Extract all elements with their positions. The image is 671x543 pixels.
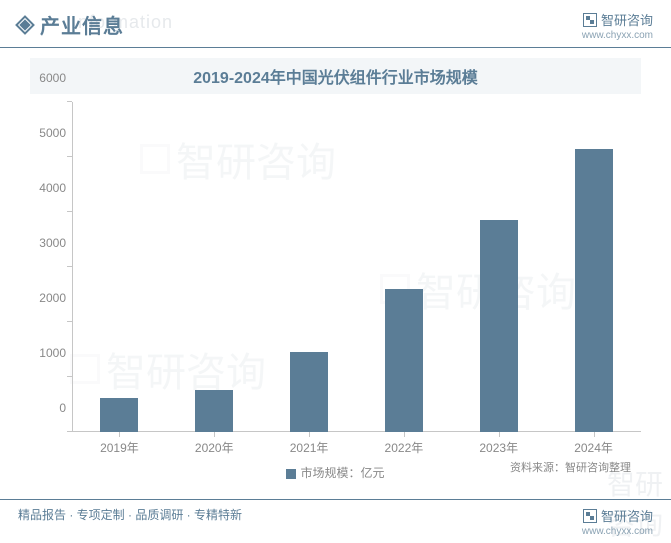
y-tick-mark: [67, 101, 72, 102]
footer-left: 精品报告 · 专项定制 · 品质调研 · 专精特新: [18, 506, 242, 537]
x-tick-mark: [499, 432, 500, 437]
y-tick-mark: [67, 266, 72, 267]
bar: [385, 289, 423, 432]
y-axis: 0100020003000400050006000: [30, 102, 72, 432]
diamond-icon: [15, 15, 35, 35]
x-tick-mark: [404, 432, 405, 437]
y-tick-label: 2000: [39, 291, 66, 305]
brand-icon: [583, 509, 597, 523]
brand-url: www.chyxx.com: [582, 30, 653, 41]
header-right: 智研咨询 www.chyxx.com: [582, 10, 653, 41]
chart: 2019-2024年中国光伏组件行业市场规模 0 1000 2000 3000 4000…: [0, 58, 671, 481]
plot-area: 0100020003000400050006000 2019年2020年2021…: [30, 102, 641, 462]
source-note: 资料来源：智研咨询整理: [0, 459, 653, 475]
x-tick-label: 2020年: [167, 439, 262, 456]
bar: [195, 390, 233, 432]
chart-title: 2019-2024年中国光伏组件行业市场规模: [30, 58, 641, 94]
x-tick-label: 2024年: [546, 439, 641, 456]
y-tick-mark: [67, 211, 72, 212]
y-tick-label: 3000: [39, 236, 66, 250]
bar-slot: [546, 102, 641, 432]
y-tick-label: 4000: [39, 181, 66, 195]
footer: 精品报告 · 专项定制 · 品质调研 · 专精特新 智研咨询 智研咨询 www.…: [0, 499, 671, 537]
bar-slot: [167, 102, 262, 432]
brand-name: 智研咨询: [601, 10, 653, 29]
x-tick-label: 2021年: [262, 439, 357, 456]
x-tick-label: 2022年: [356, 439, 451, 456]
y-tick-mark: [67, 156, 72, 157]
header-title: 产业信息 nformation: [40, 10, 124, 39]
footer-brand-name: 智研咨询: [601, 506, 653, 525]
x-tick-label: 2023年: [451, 439, 546, 456]
bar: [290, 352, 328, 432]
bar: [575, 149, 613, 432]
y-tick-mark: [67, 376, 72, 377]
bar-slot: [72, 102, 167, 432]
bar-slot: [356, 102, 451, 432]
brand: 智研咨询: [582, 10, 653, 29]
y-tick-label: 6000: [39, 71, 66, 85]
bar: [480, 220, 518, 432]
header-title-text: 产业信息: [40, 16, 124, 38]
footer-brand-url: www.chyxx.com: [582, 526, 653, 537]
y-tick-label: 1000: [39, 346, 66, 360]
x-labels: 2019年2020年2021年2022年2023年2024年: [72, 439, 641, 456]
y-tick-mark: [67, 431, 72, 432]
x-tick-mark: [309, 432, 310, 437]
bar-slot: [262, 102, 357, 432]
header: 产业信息 nformation 智研咨询 www.chyxx.com: [0, 0, 671, 48]
x-tick-mark: [594, 432, 595, 437]
brand-icon: [583, 13, 597, 27]
y-tick-mark: [67, 321, 72, 322]
x-tick-mark: [214, 432, 215, 437]
bar-slot: [451, 102, 546, 432]
y-tick-label: 0: [59, 401, 66, 415]
footer-brand: 智研咨询: [582, 506, 653, 525]
footer-right: 智研咨询 智研咨询 www.chyxx.com: [582, 506, 653, 537]
x-tick-mark: [119, 432, 120, 437]
header-left: 产业信息 nformation: [18, 10, 124, 39]
x-tick-label: 2019年: [72, 439, 167, 456]
y-tick-label: 5000: [39, 126, 66, 140]
bars-container: [72, 102, 641, 432]
bar: [100, 398, 138, 432]
